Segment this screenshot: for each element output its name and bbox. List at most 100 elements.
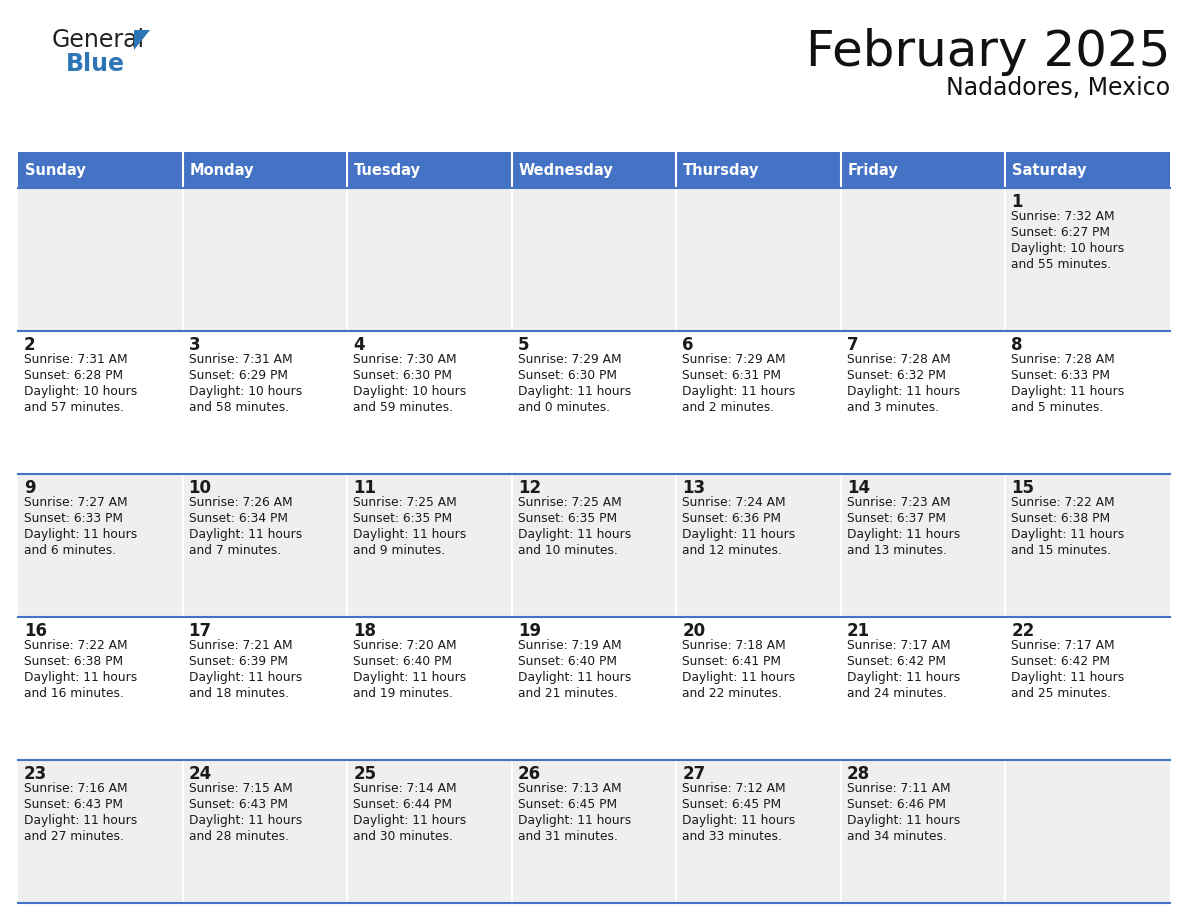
Text: 18: 18 xyxy=(353,622,377,640)
Text: Daylight: 11 hours: Daylight: 11 hours xyxy=(682,814,796,827)
Text: 28: 28 xyxy=(847,765,870,783)
Text: Sunrise: 7:25 AM: Sunrise: 7:25 AM xyxy=(353,496,457,509)
Bar xyxy=(18,331,1170,474)
Text: Sunrise: 7:11 AM: Sunrise: 7:11 AM xyxy=(847,782,950,795)
Text: and 28 minutes.: and 28 minutes. xyxy=(189,830,289,843)
Text: and 31 minutes.: and 31 minutes. xyxy=(518,830,618,843)
Text: Sunset: 6:37 PM: Sunset: 6:37 PM xyxy=(847,512,946,525)
Text: and 0 minutes.: and 0 minutes. xyxy=(518,401,609,414)
Text: Sunset: 6:45 PM: Sunset: 6:45 PM xyxy=(518,798,617,811)
Text: Sunrise: 7:27 AM: Sunrise: 7:27 AM xyxy=(24,496,127,509)
Text: Sunrise: 7:20 AM: Sunrise: 7:20 AM xyxy=(353,639,456,652)
Text: and 34 minutes.: and 34 minutes. xyxy=(847,830,947,843)
Text: 14: 14 xyxy=(847,479,870,497)
Text: Daylight: 10 hours: Daylight: 10 hours xyxy=(353,385,467,398)
Text: and 5 minutes.: and 5 minutes. xyxy=(1011,401,1104,414)
Text: Daylight: 11 hours: Daylight: 11 hours xyxy=(682,671,796,684)
Text: Daylight: 11 hours: Daylight: 11 hours xyxy=(24,528,138,541)
Text: 11: 11 xyxy=(353,479,377,497)
Text: Wednesday: Wednesday xyxy=(519,162,613,177)
Text: Sunset: 6:35 PM: Sunset: 6:35 PM xyxy=(353,512,453,525)
Text: Sunrise: 7:25 AM: Sunrise: 7:25 AM xyxy=(518,496,621,509)
Text: Daylight: 11 hours: Daylight: 11 hours xyxy=(1011,528,1125,541)
Text: Blue: Blue xyxy=(67,52,125,76)
Text: Sunrise: 7:16 AM: Sunrise: 7:16 AM xyxy=(24,782,127,795)
Text: Sunrise: 7:32 AM: Sunrise: 7:32 AM xyxy=(1011,210,1116,223)
Text: Sunset: 6:33 PM: Sunset: 6:33 PM xyxy=(24,512,124,525)
Text: 23: 23 xyxy=(24,765,48,783)
Text: Sunset: 6:38 PM: Sunset: 6:38 PM xyxy=(24,655,124,668)
Text: Sunset: 6:32 PM: Sunset: 6:32 PM xyxy=(847,369,946,382)
Text: 1: 1 xyxy=(1011,193,1023,211)
Text: and 27 minutes.: and 27 minutes. xyxy=(24,830,124,843)
Bar xyxy=(512,152,676,188)
Text: and 12 minutes.: and 12 minutes. xyxy=(682,544,782,557)
Text: Daylight: 11 hours: Daylight: 11 hours xyxy=(847,671,960,684)
Text: General: General xyxy=(52,28,145,52)
Text: and 30 minutes.: and 30 minutes. xyxy=(353,830,453,843)
Text: and 9 minutes.: and 9 minutes. xyxy=(353,544,446,557)
Text: and 3 minutes.: and 3 minutes. xyxy=(847,401,939,414)
Text: 20: 20 xyxy=(682,622,706,640)
Text: and 58 minutes.: and 58 minutes. xyxy=(189,401,289,414)
Text: Daylight: 11 hours: Daylight: 11 hours xyxy=(1011,385,1125,398)
Text: Daylight: 11 hours: Daylight: 11 hours xyxy=(1011,671,1125,684)
Text: 3: 3 xyxy=(189,336,201,354)
Text: Sunrise: 7:22 AM: Sunrise: 7:22 AM xyxy=(1011,496,1116,509)
Text: Sunrise: 7:29 AM: Sunrise: 7:29 AM xyxy=(518,353,621,366)
Text: Thursday: Thursday xyxy=(683,162,759,177)
Bar xyxy=(1005,152,1170,188)
Text: Daylight: 11 hours: Daylight: 11 hours xyxy=(847,814,960,827)
Text: and 7 minutes.: and 7 minutes. xyxy=(189,544,280,557)
Polygon shape xyxy=(134,30,150,50)
Text: Sunrise: 7:29 AM: Sunrise: 7:29 AM xyxy=(682,353,786,366)
Text: Sunrise: 7:30 AM: Sunrise: 7:30 AM xyxy=(353,353,456,366)
Text: 17: 17 xyxy=(189,622,211,640)
Text: Sunrise: 7:14 AM: Sunrise: 7:14 AM xyxy=(353,782,456,795)
Text: 21: 21 xyxy=(847,622,870,640)
Text: Sunrise: 7:17 AM: Sunrise: 7:17 AM xyxy=(1011,639,1116,652)
Text: Nadadores, Mexico: Nadadores, Mexico xyxy=(946,76,1170,100)
Text: Tuesday: Tuesday xyxy=(354,162,421,177)
Text: 10: 10 xyxy=(189,479,211,497)
Text: Sunset: 6:38 PM: Sunset: 6:38 PM xyxy=(1011,512,1111,525)
Text: Sunset: 6:45 PM: Sunset: 6:45 PM xyxy=(682,798,782,811)
Text: Sunrise: 7:28 AM: Sunrise: 7:28 AM xyxy=(847,353,950,366)
Bar xyxy=(347,152,512,188)
Text: and 10 minutes.: and 10 minutes. xyxy=(518,544,618,557)
Text: February 2025: February 2025 xyxy=(805,28,1170,76)
Text: and 33 minutes.: and 33 minutes. xyxy=(682,830,782,843)
Text: Daylight: 11 hours: Daylight: 11 hours xyxy=(189,814,302,827)
Text: Daylight: 11 hours: Daylight: 11 hours xyxy=(518,528,631,541)
Text: and 13 minutes.: and 13 minutes. xyxy=(847,544,947,557)
Text: 9: 9 xyxy=(24,479,36,497)
Text: 4: 4 xyxy=(353,336,365,354)
Text: Sunrise: 7:17 AM: Sunrise: 7:17 AM xyxy=(847,639,950,652)
Text: Sunset: 6:29 PM: Sunset: 6:29 PM xyxy=(189,369,287,382)
Text: Sunrise: 7:31 AM: Sunrise: 7:31 AM xyxy=(189,353,292,366)
Text: Sunrise: 7:31 AM: Sunrise: 7:31 AM xyxy=(24,353,127,366)
Text: and 57 minutes.: and 57 minutes. xyxy=(24,401,124,414)
Text: Daylight: 11 hours: Daylight: 11 hours xyxy=(353,528,467,541)
Text: and 22 minutes.: and 22 minutes. xyxy=(682,687,782,700)
Text: Friday: Friday xyxy=(848,162,898,177)
Text: and 25 minutes.: and 25 minutes. xyxy=(1011,687,1112,700)
Text: Daylight: 11 hours: Daylight: 11 hours xyxy=(518,385,631,398)
Text: Daylight: 10 hours: Daylight: 10 hours xyxy=(24,385,138,398)
Text: and 24 minutes.: and 24 minutes. xyxy=(847,687,947,700)
Text: and 21 minutes.: and 21 minutes. xyxy=(518,687,618,700)
Text: Sunset: 6:40 PM: Sunset: 6:40 PM xyxy=(518,655,617,668)
Text: and 2 minutes.: and 2 minutes. xyxy=(682,401,775,414)
Text: 8: 8 xyxy=(1011,336,1023,354)
Text: Sunrise: 7:23 AM: Sunrise: 7:23 AM xyxy=(847,496,950,509)
Text: Daylight: 11 hours: Daylight: 11 hours xyxy=(353,814,467,827)
Text: Saturday: Saturday xyxy=(1012,162,1087,177)
Text: Daylight: 11 hours: Daylight: 11 hours xyxy=(518,814,631,827)
Text: Sunset: 6:43 PM: Sunset: 6:43 PM xyxy=(24,798,124,811)
Text: Daylight: 11 hours: Daylight: 11 hours xyxy=(353,671,467,684)
Text: Monday: Monday xyxy=(190,162,254,177)
Text: and 6 minutes.: and 6 minutes. xyxy=(24,544,116,557)
Text: and 15 minutes.: and 15 minutes. xyxy=(1011,544,1112,557)
Text: Daylight: 10 hours: Daylight: 10 hours xyxy=(1011,242,1125,255)
Text: Sunrise: 7:22 AM: Sunrise: 7:22 AM xyxy=(24,639,127,652)
